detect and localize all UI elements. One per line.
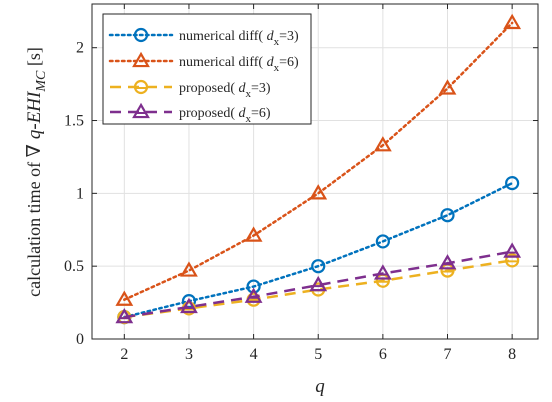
y-axis-title: calculation time of ∇ q-EHIMC [s] [24, 47, 49, 297]
data-point [505, 176, 520, 191]
y-axis-ticks: 0 0.5 1 1.5 2 [64, 40, 538, 348]
data-point [311, 259, 326, 274]
legend-label: proposed( dx=3) [179, 81, 271, 100]
x-tick-label: 6 [379, 346, 387, 363]
data-point [115, 290, 134, 306]
y-tick-label: 0.5 [64, 258, 84, 275]
y-axis-title-unit: [s] [24, 47, 44, 71]
data-point [373, 264, 392, 280]
data-point [309, 184, 328, 200]
plot-frame [91, 3, 539, 340]
x-axis-title: q [315, 376, 325, 397]
x-tick-label: 2 [120, 346, 128, 363]
series-layer [115, 13, 522, 325]
legend-entry: proposed( dx=6) [110, 102, 271, 125]
data-point [180, 297, 198, 314]
data-point [244, 287, 263, 303]
svg-text:calculation time of ∇q-EHIMC [: calculation time of ∇ q-EHIMC [s] [24, 47, 49, 297]
x-tick-label: 4 [250, 346, 258, 363]
legend-marker [133, 27, 149, 43]
data-point [246, 279, 261, 294]
legend: numerical diff( dx=3) numerical diff( dx=… [102, 13, 312, 125]
legend-entry: numerical diff( dx=3) [108, 27, 299, 48]
legend-marker [132, 102, 150, 119]
series-2 [115, 13, 522, 306]
legend-entry: numerical diff( dx=6) [108, 51, 299, 74]
data-point [115, 307, 134, 324]
data-point [438, 79, 457, 95]
series-4 [115, 242, 522, 324]
legend-marker [133, 79, 149, 95]
y-tick-label: 2 [76, 40, 84, 57]
y-tick-label: 0 [76, 331, 84, 348]
nabla-symbol: ∇ [24, 144, 45, 157]
x-tick-label: 8 [508, 346, 516, 363]
legend-label: numerical diff( dx=6) [179, 55, 299, 74]
legend-label: numerical diff( dx=3) [179, 29, 299, 48]
series-line [123, 21, 514, 301]
legend-entry: proposed( dx=3) [110, 79, 271, 100]
data-point [180, 261, 198, 277]
x-tick-label: 3 [185, 346, 193, 363]
data-point [244, 226, 263, 242]
x-tick-label: 5 [314, 346, 322, 363]
data-point [440, 208, 455, 223]
data-point [375, 234, 390, 249]
y-axis-title-subscript: MC [34, 70, 49, 93]
x-axis-ticks: 2 3 4 5 6 7 8 [120, 4, 516, 363]
legend-label: proposed( dx=6) [179, 106, 271, 125]
legend-box [102, 13, 312, 125]
data-point [503, 242, 522, 258]
y-axis-title-quantity: q-EHI [24, 90, 45, 139]
x-tick-label: 7 [444, 346, 452, 363]
y-axis-title-prefix: calculation time of [24, 157, 44, 296]
y-tick-label: 1.5 [64, 113, 84, 130]
data-point [309, 275, 328, 292]
y-tick-label: 1 [76, 185, 84, 202]
legend-marker [132, 51, 150, 68]
data-point [438, 254, 457, 270]
data-point [373, 136, 392, 152]
data-point [503, 13, 522, 30]
data-point [505, 253, 520, 268]
